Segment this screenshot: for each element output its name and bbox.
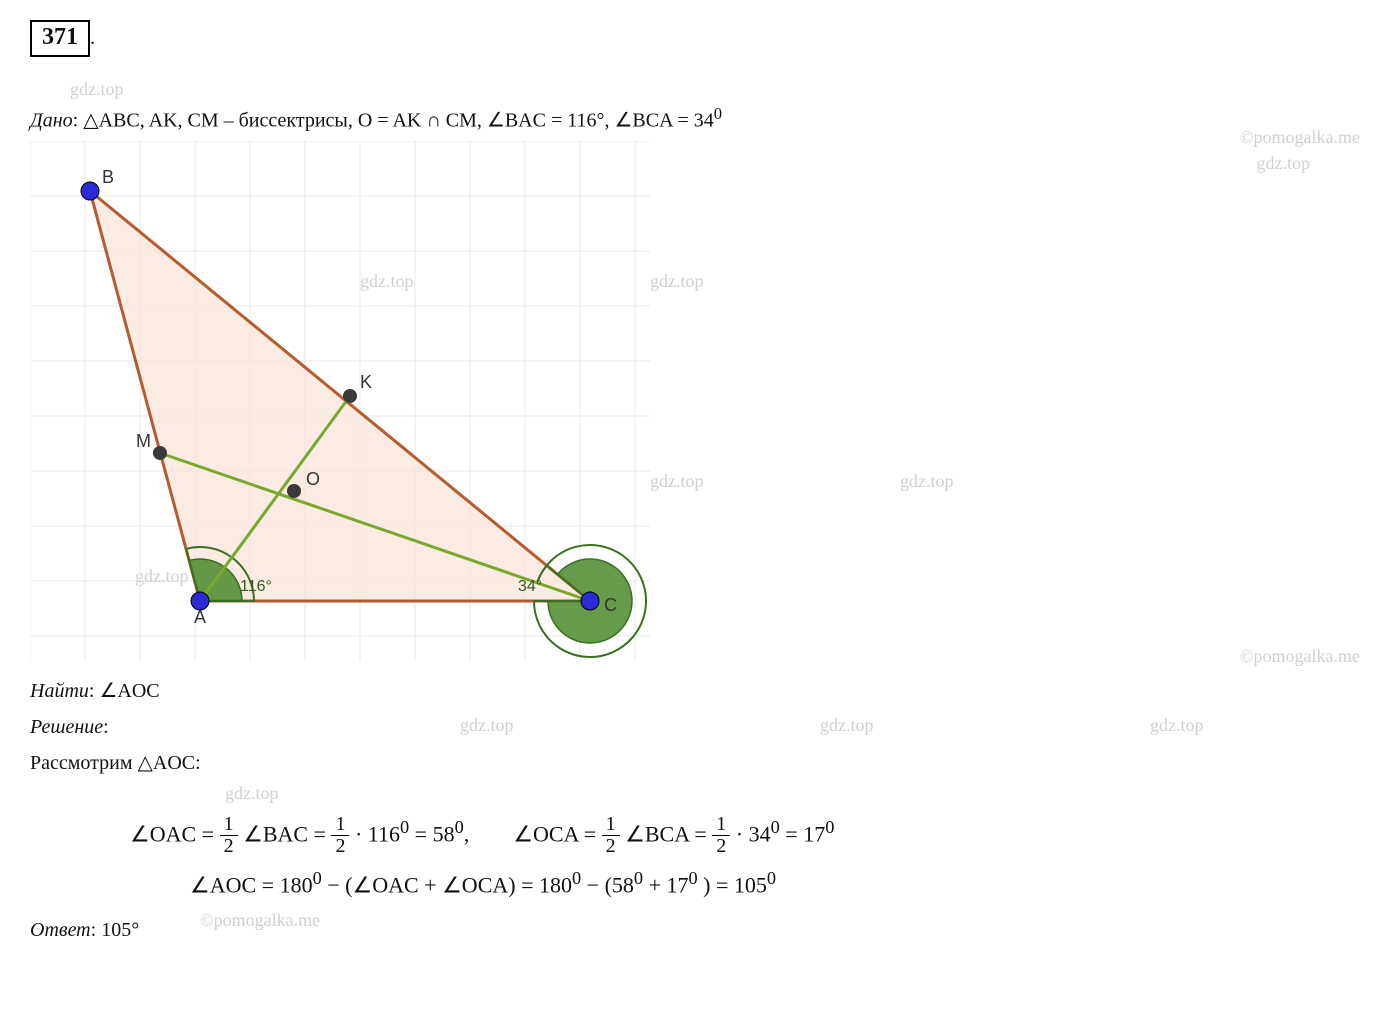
eq1-lhs: ∠OAC = — [130, 821, 214, 846]
svg-text:K: K — [360, 372, 372, 392]
eq2-rhs: = 17 — [785, 821, 825, 846]
find-text: ∠AOC — [99, 680, 159, 702]
eq2-bca: ∠BCA = — [625, 821, 707, 846]
given-line: Дано: △ABC, AK, CM – биссектрисы, O = AK… — [30, 101, 1370, 137]
watermark-gdz: gdz.top — [650, 271, 704, 292]
eq3e: ) = 105 — [703, 873, 767, 898]
frac-half: 12 — [331, 814, 349, 857]
eq3b: − (∠OAC + ∠OCA) = 180 — [327, 873, 572, 898]
frac-half: 12 — [602, 814, 620, 857]
watermark-gdz: gdz.top — [225, 783, 279, 804]
eq1-rhs: = 58 — [415, 821, 455, 846]
watermark-gdz: gdz.top — [1150, 711, 1204, 740]
svg-text:116°: 116° — [240, 578, 272, 595]
svg-text:34°: 34° — [518, 578, 542, 595]
watermark-gdz: gdz.top — [650, 471, 704, 492]
problem-number: 371 — [30, 20, 90, 57]
given-label: Дано — [30, 110, 73, 132]
svg-text:M: M — [136, 431, 151, 451]
given-text: △ABC, AK, CM – биссектрисы, O = AK ∩ CM,… — [83, 110, 714, 132]
equation-row-2: ∠AOC = 1800 − (∠OAC + ∠OCA) = 1800 − (58… — [30, 858, 1370, 910]
consider-line: Рассмотрим △AOC: — [30, 747, 1370, 779]
geometry-diagram: A B C K M O 116° 34° — [30, 141, 650, 661]
answer-value: 105° — [101, 919, 139, 941]
period: . — [90, 27, 95, 49]
eq1-mid: · 116 — [355, 821, 400, 846]
watermark-gdz: gdz.top — [460, 711, 514, 740]
answer-line: Ответ: 105° ©pomogalka.me — [30, 914, 1370, 946]
svg-text:O: O — [306, 469, 320, 489]
watermark-pomo: ©pomogalka.me — [1240, 646, 1360, 667]
svg-text:A: A — [194, 607, 206, 627]
eq2-lhs: ∠OCA = — [513, 821, 596, 846]
watermark-gdz: gdz.top — [900, 471, 954, 492]
svg-text:C: C — [604, 595, 617, 615]
given-sup: 0 — [714, 104, 722, 123]
find-label: Найти — [30, 680, 89, 702]
eq3c: − (58 — [587, 873, 634, 898]
svg-text:B: B — [102, 167, 114, 187]
watermark-gdz: gdz.top — [820, 711, 874, 740]
eq2-mid: · 34 — [736, 821, 771, 846]
eq1-bac: ∠BAC = — [243, 821, 326, 846]
watermark-pomo: ©pomogalka.me — [200, 906, 320, 935]
solution-line: Решение: gdz.top gdz.top gdz.top — [30, 711, 1370, 743]
solution-label: Решение — [30, 716, 103, 738]
eq3d: + 17 — [649, 873, 689, 898]
watermark-gdz: gdz.top — [70, 75, 124, 104]
watermark-gdz: gdz.top — [135, 566, 189, 587]
find-line: Найти: ∠AOC — [30, 675, 1370, 707]
watermark-gdz: gdz.top — [360, 271, 414, 292]
equation-row-1: ∠OAC = 12 ∠BAC = 12 · 1160 = 580, ∠OCA =… — [30, 807, 1370, 859]
frac-half: 12 — [220, 814, 238, 857]
frac-half: 12 — [712, 814, 730, 857]
answer-label: Ответ — [30, 919, 91, 941]
eq3a: ∠AOC = 180 — [190, 873, 313, 898]
